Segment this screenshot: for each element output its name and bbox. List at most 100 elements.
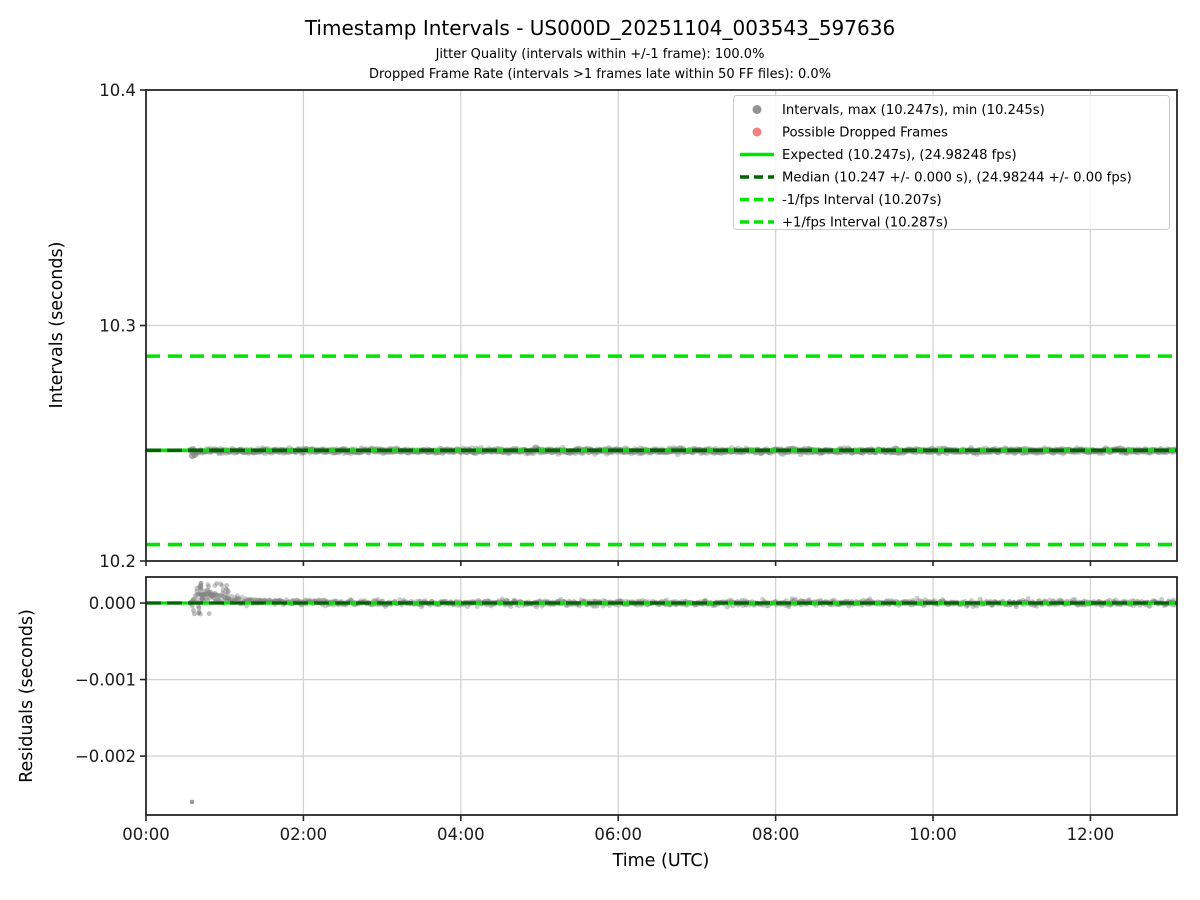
interval-point [797,451,804,458]
residual-point [1047,597,1053,603]
residual-point [228,597,234,603]
residual-startup-point [220,587,226,593]
residual-point [1013,604,1019,610]
residual-point [266,597,272,603]
residual-point [1113,597,1118,603]
residual-startup-point [196,605,202,611]
x-tick-label: 06:00 [594,825,642,844]
residual-point [474,604,480,609]
x-axis-label: Time (UTC) [612,851,710,871]
residual-point [1171,597,1176,603]
residual-point [322,597,328,603]
residual-point [1107,597,1113,603]
residual-point [212,596,217,602]
residual-point [1058,597,1063,603]
residual-point [211,592,217,598]
residual-point [591,604,597,609]
residual-point [846,603,852,609]
residual-startup-point [224,582,230,588]
residual-point [191,596,197,602]
residual-startup-point [214,581,220,586]
residual-startup-point [191,611,197,617]
x-tick-label: 10:00 [909,825,957,844]
residual-startup-point [206,584,211,589]
residual-point [786,604,792,610]
residual-point [251,597,257,603]
x-tick-label: 00:00 [122,825,170,844]
legend-label: +1/fps Interval (10.287s) [782,216,948,231]
residual-point [760,596,765,602]
residual-point [600,603,606,609]
residual-point [664,597,669,603]
residual-point [970,604,976,610]
legend-marker-dot [752,105,762,114]
residual-point [806,597,812,602]
residual-point [229,593,234,599]
residual-point [539,603,545,609]
residual-point [766,603,771,609]
residual-startup-point [198,587,204,593]
x-tick-label: 02:00 [280,825,328,844]
residual-point [1070,597,1076,603]
residual-point [789,596,795,602]
residual-startup-point [225,596,230,602]
residual-point [578,597,584,603]
residual-point [1147,603,1153,609]
residual-point [247,597,253,602]
residual-startup-point [197,585,203,591]
residual-point [219,593,225,599]
residual-startup-point [223,586,229,591]
residual-point [249,597,255,602]
residual-point [215,596,221,602]
legend-label: -1/fps Interval (10.207s) [782,193,942,208]
residual-point [831,597,837,603]
residual-startup-point [198,583,204,589]
residual-point [818,597,823,603]
residual-startup-point [207,589,213,595]
residual-startup-point [206,611,212,617]
residual-point [316,597,322,603]
residual-point [233,597,239,603]
residual-point [348,597,353,602]
residual-point [244,603,250,609]
residual-startup-point [207,592,213,597]
residual-point [499,596,505,602]
residual-point [923,597,928,602]
residual-startup-point [219,583,225,588]
residual-point [977,596,983,602]
tick-labels: 10.2 10.3 10.4 0.000 −0.001 −0.002 00:00 02:00 0… [75,81,1114,844]
residuals-scatter [187,580,1177,805]
residual-point [204,591,210,597]
residual-point [558,596,564,602]
residual-point [534,604,539,610]
top-reference-lines [146,354,1177,547]
residual-point [210,593,215,599]
chart-title: Timestamp Intervals - US000D_20251104_00… [304,16,896,40]
residual-point [214,593,219,598]
residual-point [236,597,242,602]
residual-point [209,594,215,599]
residual-point [791,597,797,603]
bottom-y-tick-label: 0.000 [89,594,136,613]
residual-point [194,592,200,598]
residual-point [860,597,866,603]
residual-point [225,595,230,601]
residual-startup-point [199,597,205,603]
residual-point [1020,597,1026,603]
residual-startup-point [210,592,216,597]
residual-point [964,604,969,609]
residual-point [234,596,240,602]
x-tick-label: 12:00 [1067,825,1115,844]
residual-startup-point [207,593,213,599]
residual-point [202,591,208,596]
residual-point [203,593,209,599]
residual-point [200,595,206,601]
legend-label: Intervals, max (10.247s), min (10.245s) [782,103,1045,118]
residual-startup-point [199,592,205,598]
legend-label: Median (10.247 +/- 0.000 s), (24.98244 +… [782,171,1132,186]
residual-point [1159,596,1164,602]
residual-point [294,597,300,603]
residual-point [1146,603,1152,609]
residual-point [197,591,203,597]
